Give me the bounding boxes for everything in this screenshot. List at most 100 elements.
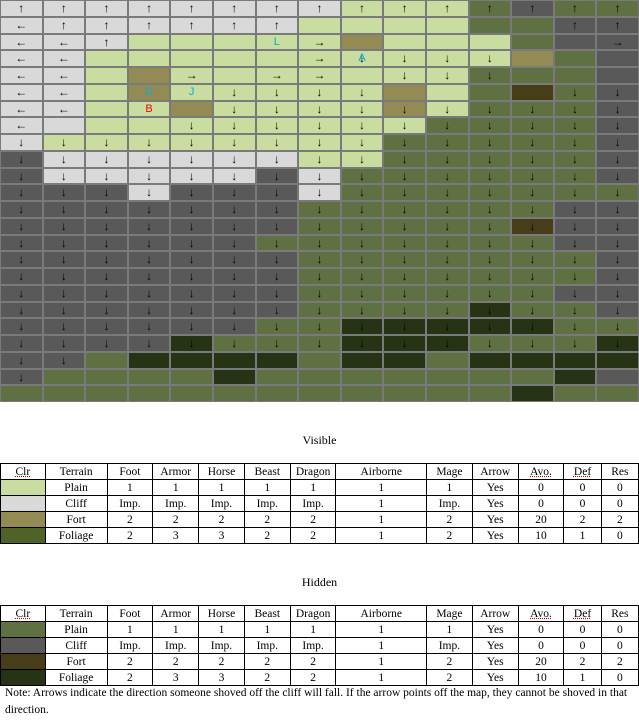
arrow-icon: ↑ <box>188 17 195 32</box>
map-cell: ↑ <box>596 0 639 17</box>
map-cell <box>42 385 86 402</box>
map-cell: ← <box>0 16 43 34</box>
map-cell: ↓ <box>0 167 43 185</box>
cell-airborne: 1 <box>335 495 428 512</box>
arrow-icon: ↓ <box>486 235 493 250</box>
arrow-icon: ↑ <box>103 34 110 49</box>
arrow-icon: ↓ <box>188 235 195 250</box>
map-cell <box>596 50 639 67</box>
map-cell: ↓ <box>298 268 341 285</box>
arrow-icon: ↓ <box>486 68 493 82</box>
map-cell: ↓ <box>553 134 597 151</box>
arrow-icon: ↓ <box>572 285 579 300</box>
arrow-icon: ↓ <box>572 135 579 149</box>
map-cell <box>212 67 256 84</box>
arrow-icon: ↓ <box>188 151 195 166</box>
arrow-icon: ↓ <box>444 336 451 350</box>
arrow-icon: ↓ <box>60 218 67 233</box>
arrow-icon: ↓ <box>60 269 67 283</box>
map-cell <box>511 351 554 369</box>
arrow-icon: ↓ <box>103 336 110 350</box>
cell-terrain: Foliage <box>44 669 108 686</box>
map-cell: ↓ <box>383 301 426 319</box>
map-cell: ↓ <box>170 284 213 302</box>
cell-res: 2 <box>600 511 639 528</box>
map-cell: ↓ <box>127 150 171 168</box>
cell-terrain: Cliff <box>44 637 108 654</box>
map-cell: ↓ <box>42 284 86 302</box>
map-cell: ↓ <box>255 201 299 218</box>
cell-dragon: 1 <box>289 621 337 638</box>
arrow-icon: ↑ <box>146 1 153 15</box>
map-cell <box>170 33 213 51</box>
arrow-icon: ↓ <box>60 202 67 216</box>
map-cell: ↓ <box>553 201 597 218</box>
map-cell: ↓ <box>553 117 597 134</box>
cell-def: 0 <box>563 495 602 512</box>
arrow-icon: ↓ <box>18 302 25 317</box>
map-cell <box>425 83 469 101</box>
map-cell: ↓ <box>212 284 256 302</box>
map-cell: ↓ <box>596 167 639 185</box>
arrow-icon: ↓ <box>486 168 493 183</box>
map-cell: ↓ <box>511 201 554 218</box>
map-cell: ↓ <box>42 184 86 201</box>
arrow-icon: ↓ <box>18 135 25 149</box>
map-cell: → <box>170 67 213 84</box>
map-cell: ↓ <box>127 201 171 218</box>
map-cell <box>255 385 299 402</box>
arrow-icon: ↑ <box>146 17 153 32</box>
arrow-icon: ↓ <box>572 151 579 166</box>
map-cell: ↓ <box>340 150 384 168</box>
map-cell: ↓ <box>553 167 597 185</box>
map-cell <box>85 117 128 134</box>
map-cell <box>170 50 213 67</box>
cell-arrow: Yes <box>471 527 519 544</box>
map-cell: ↓ <box>340 301 384 319</box>
arrow-icon: ↓ <box>444 285 451 300</box>
map-cell: ↓ <box>553 335 597 352</box>
arrow-icon: ↓ <box>188 168 195 183</box>
map-cell: ↓ <box>170 134 213 151</box>
map-cell: ↓ <box>383 67 426 84</box>
map-cell: ↓ <box>425 318 469 335</box>
arrow-icon: ↓ <box>316 185 323 200</box>
map-cell: ↓ <box>85 167 128 185</box>
arrow-icon: ↓ <box>60 319 67 334</box>
cell-foot: 1 <box>106 621 154 638</box>
map-cell: ↓ <box>596 251 639 268</box>
arrow-icon: ↓ <box>146 319 153 334</box>
arrow-icon: ← <box>57 34 70 49</box>
map-cell: ↓ <box>340 167 384 185</box>
cell-terrain: Plain <box>44 479 108 496</box>
arrow-icon: ↓ <box>401 235 408 250</box>
map-cell: ↑ <box>170 16 213 34</box>
map-cell <box>0 385 43 402</box>
column-header: Clr <box>0 463 46 480</box>
column-header: Clr <box>0 605 46 622</box>
map-cell: ↓ <box>127 284 171 302</box>
map-cell: ↓ <box>553 217 597 235</box>
map-cell <box>553 67 597 84</box>
arrow-icon: ↓ <box>316 285 323 300</box>
map-cell: ↓ <box>468 268 512 285</box>
map-cell: ↓ <box>468 167 512 185</box>
cell-res: 0 <box>600 495 639 512</box>
map-cell: ↓ <box>468 117 512 134</box>
map-cell: ↓ <box>383 234 426 252</box>
map-cell: ↓ <box>127 301 171 319</box>
cell-horse: 1 <box>198 621 245 638</box>
column-header: Airborne <box>335 463 428 480</box>
arrow-icon: ↓ <box>316 135 323 149</box>
map-cell: ← <box>0 83 43 101</box>
map-cell <box>511 368 554 386</box>
map-cell: ↓ <box>0 318 43 335</box>
map-cell <box>298 16 341 34</box>
map-cell: J <box>170 83 213 101</box>
map-cell: ↓ <box>383 217 426 235</box>
arrow-icon: ↓ <box>273 218 280 233</box>
map-cell: ↓ <box>298 234 341 252</box>
map-cell: ↓ <box>0 234 43 252</box>
arrow-icon: → <box>313 51 326 66</box>
map-cell <box>553 368 597 386</box>
